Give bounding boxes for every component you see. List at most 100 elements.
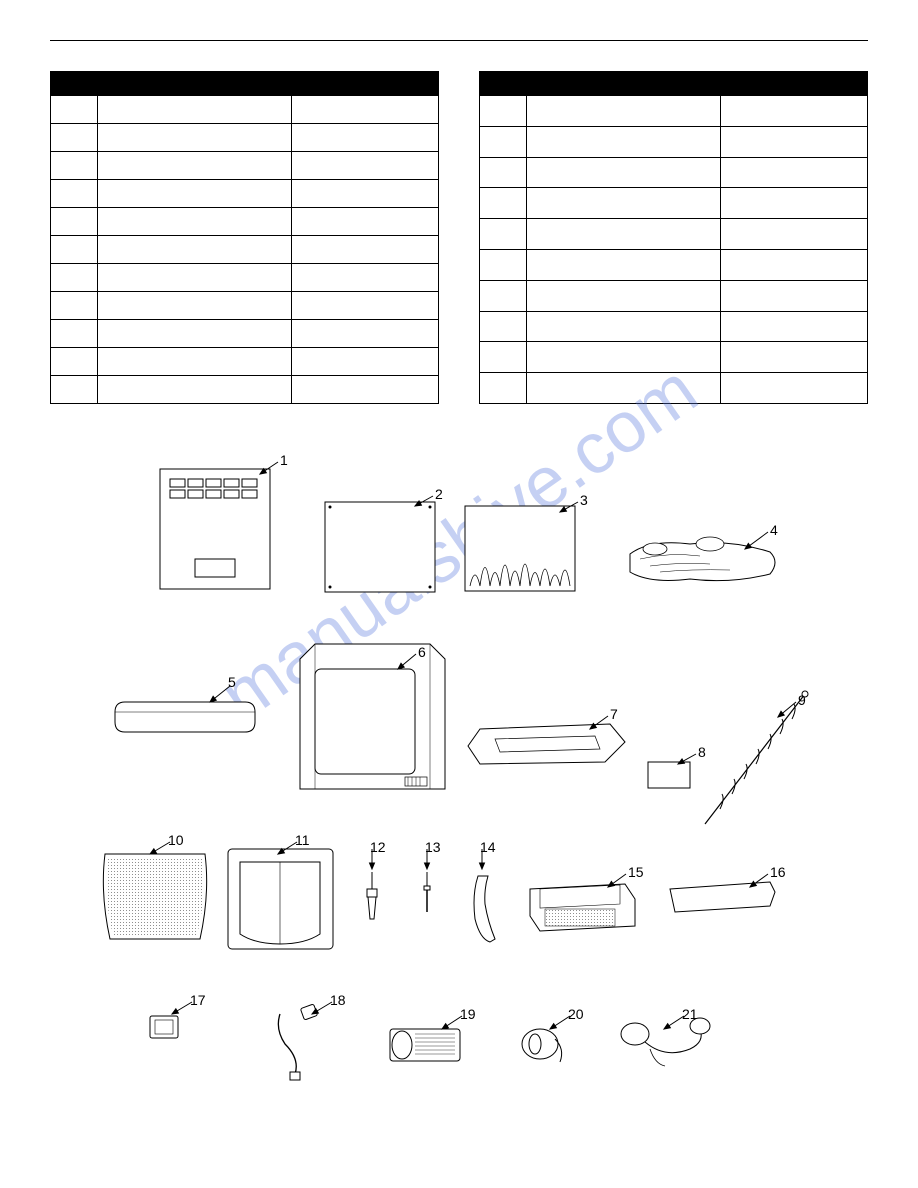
table-cell: [97, 236, 291, 264]
table-row: [51, 376, 439, 404]
table-cell: [480, 249, 527, 280]
part-9-flame-rod: [705, 691, 808, 824]
table-header: [720, 72, 867, 96]
table-cell: [51, 292, 98, 320]
part-16-bracket: [670, 882, 775, 912]
table-cell: [480, 373, 527, 404]
part-number-label: 7: [610, 706, 618, 722]
part-number-label: 10: [168, 832, 184, 848]
table-row: [51, 152, 439, 180]
table-header: [291, 72, 438, 96]
table-cell: [480, 96, 527, 127]
table-row: [480, 188, 868, 219]
table-cell: [526, 342, 720, 373]
table-row: [51, 180, 439, 208]
part-20-motor: [522, 1029, 562, 1062]
table-cell: [720, 188, 867, 219]
table-cell: [526, 157, 720, 188]
part-number-label: 17: [190, 992, 206, 1008]
part-number-label: 14: [480, 839, 496, 855]
parts-table-right: [479, 71, 868, 404]
part-18-cord: [278, 1004, 317, 1080]
part-number-label: 16: [770, 864, 786, 880]
part-11-front-frame: [228, 849, 333, 949]
table-cell: [51, 208, 98, 236]
table-cell: [720, 96, 867, 127]
part-number-label: 3: [580, 492, 588, 508]
table-cell: [720, 126, 867, 157]
table-header: [526, 72, 720, 96]
table-cell: [51, 236, 98, 264]
table-cell: [480, 126, 527, 157]
part-8-plate: [648, 762, 690, 788]
table-cell: [291, 96, 438, 124]
table-header: [51, 72, 98, 96]
table-cell: [97, 208, 291, 236]
table-cell: [51, 180, 98, 208]
part-number-label: 13: [425, 839, 441, 855]
table-row: [51, 320, 439, 348]
table-cell: [51, 152, 98, 180]
table-cell: [291, 376, 438, 404]
table-cell: [51, 376, 98, 404]
table-row: [480, 249, 868, 280]
table-cell: [97, 96, 291, 124]
table-cell: [291, 320, 438, 348]
part-number-label: 1: [280, 452, 288, 468]
table-row: [51, 208, 439, 236]
table-cell: [480, 157, 527, 188]
table-row: [480, 96, 868, 127]
table-cell: [51, 96, 98, 124]
table-cell: [291, 264, 438, 292]
part-number-label: 15: [628, 864, 644, 880]
part-number-label: 12: [370, 839, 386, 855]
table-row: [480, 157, 868, 188]
diagram-parts-svg: [50, 444, 870, 1104]
table-cell: [97, 320, 291, 348]
part-4-log-set: [630, 537, 775, 581]
parts-table-left: [50, 71, 439, 404]
table-row: [51, 292, 439, 320]
table-row: [51, 96, 439, 124]
table-header: [97, 72, 291, 96]
part-1-back-panel: [160, 469, 270, 589]
table-cell: [480, 280, 527, 311]
table-cell: [51, 264, 98, 292]
table-cell: [97, 124, 291, 152]
table-cell: [291, 348, 438, 376]
table-cell: [51, 124, 98, 152]
table-row: [480, 373, 868, 404]
table-row: [480, 280, 868, 311]
part-17-switch: [150, 1016, 178, 1038]
part-number-label: 20: [568, 1006, 584, 1022]
table-row: [51, 236, 439, 264]
table-cell: [720, 342, 867, 373]
part-12-bulb: [367, 872, 377, 919]
table-cell: [720, 280, 867, 311]
table-cell: [480, 188, 527, 219]
table-row: [480, 342, 868, 373]
table-cell: [97, 348, 291, 376]
table-row: [51, 124, 439, 152]
table-cell: [291, 124, 438, 152]
part-6-housing: [300, 644, 445, 789]
table-row: [51, 264, 439, 292]
table-cell: [97, 180, 291, 208]
part-number-label: 19: [460, 1006, 476, 1022]
table-cell: [480, 219, 527, 250]
table-cell: [526, 126, 720, 157]
table-row: [480, 219, 868, 250]
table-cell: [480, 342, 527, 373]
table-cell: [97, 152, 291, 180]
table-cell: [291, 208, 438, 236]
part-number-label: 11: [295, 832, 310, 848]
part-number-label: 6: [418, 644, 426, 660]
table-cell: [526, 219, 720, 250]
part-19-blower: [390, 1029, 460, 1061]
table-header: [480, 72, 527, 96]
part-number-label: 9: [798, 692, 806, 708]
part-number-label: 21: [682, 1006, 698, 1022]
part-15-heater: [530, 884, 635, 931]
part-10-mesh: [103, 854, 206, 939]
table-row: [480, 126, 868, 157]
